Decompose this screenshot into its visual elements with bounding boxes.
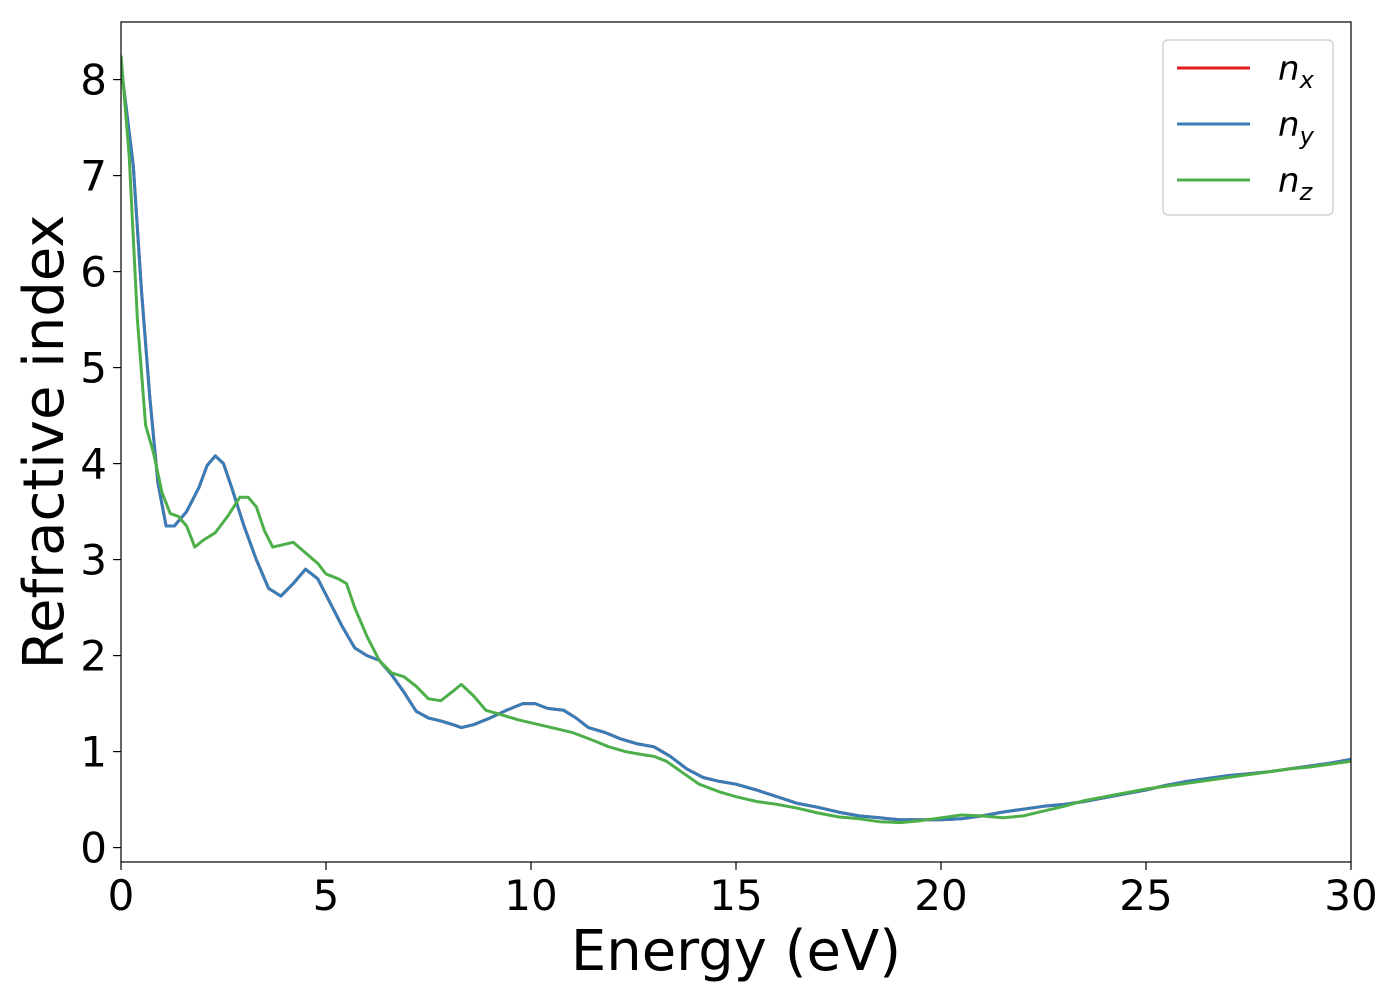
y-tick-label: 8: [80, 56, 107, 105]
legend-label-ny: ny: [1278, 105, 1315, 150]
x-tick-label: 30: [1324, 871, 1377, 920]
y-tick-label: 5: [80, 344, 107, 393]
x-tick-label: 0: [108, 871, 135, 920]
y-tick-label: 0: [80, 824, 107, 873]
y-tick-label: 6: [80, 248, 107, 297]
y-tick-label: 3: [80, 536, 107, 585]
y-tick-label: 2: [80, 632, 107, 681]
series-line-nz: [121, 55, 1351, 825]
legend-label-nx: nx: [1278, 49, 1315, 94]
y-axis-title: Refractive index: [12, 215, 77, 670]
x-tick-label: 5: [313, 871, 340, 920]
x-axis-title: Energy (eV): [571, 919, 901, 984]
series-layer: [121, 55, 1351, 825]
legend-box: [1162, 39, 1334, 216]
x-tick-label: 25: [1119, 871, 1172, 920]
y-tick-label: 1: [80, 728, 107, 777]
x-tick-label: 15: [709, 871, 762, 920]
x-tick-label: 20: [914, 871, 967, 920]
x-tick-label: 10: [504, 871, 557, 920]
y-tick-label: 7: [80, 152, 107, 201]
y-axis: 0 1 2 3 4 5 6 7 8: [80, 56, 121, 873]
y-tick-label: 4: [80, 440, 107, 489]
x-axis: 0 5 10 15 20 25 30: [108, 862, 1378, 920]
legend-label-nz: nz: [1278, 161, 1314, 206]
legend: nx ny nz: [1162, 39, 1334, 216]
